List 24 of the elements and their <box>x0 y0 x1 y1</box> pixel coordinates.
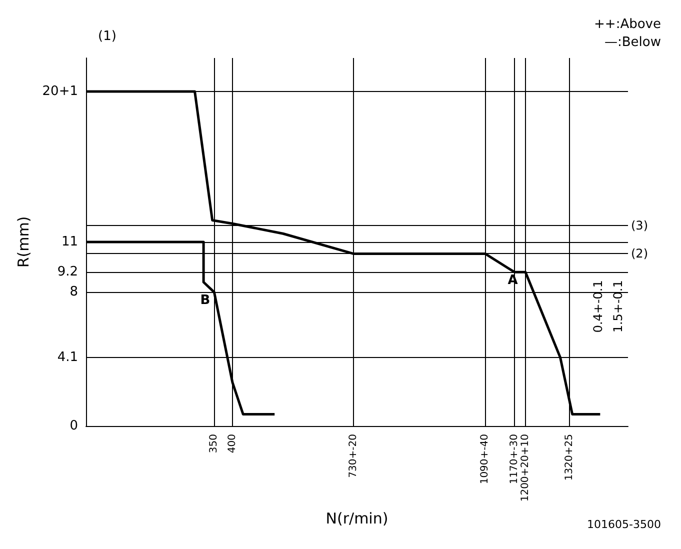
y-tick-label: 8 <box>70 284 78 300</box>
y-axis-title: R(mm) <box>14 216 32 268</box>
annotation: 0.4+-0.1 <box>591 280 605 333</box>
annotation: B <box>200 293 210 308</box>
text: (1) <box>98 29 116 44</box>
x-tick-label: 1090+-40 <box>480 434 491 484</box>
x-tick-label: 350 <box>208 434 220 454</box>
text: ++:Above <box>594 17 661 32</box>
annotation: (3) <box>631 218 648 232</box>
y-tick-label: 0 <box>70 418 78 434</box>
annotation: (2) <box>631 246 648 261</box>
annotation: 1.5+-0.1 <box>611 280 625 333</box>
x-tick-label: 1320+25 <box>564 434 575 481</box>
x-tick-label: 400 <box>226 434 238 454</box>
y-tick-label: 20+1 <box>42 84 78 99</box>
y-tick-label: 9.2 <box>57 264 78 280</box>
x-axis-title: N(r/min) <box>326 510 388 528</box>
x-tick-label: 730+-20 <box>348 434 359 478</box>
text: 101605-3500 <box>587 518 661 531</box>
x-tick-label: 1200+20+10 <box>520 434 531 502</box>
y-tick-label: 4.1 <box>57 350 78 365</box>
y-tick-label: 11 <box>61 234 78 250</box>
text: —:Below <box>604 35 662 50</box>
x-tick-label: 1170+-30 <box>508 434 520 484</box>
